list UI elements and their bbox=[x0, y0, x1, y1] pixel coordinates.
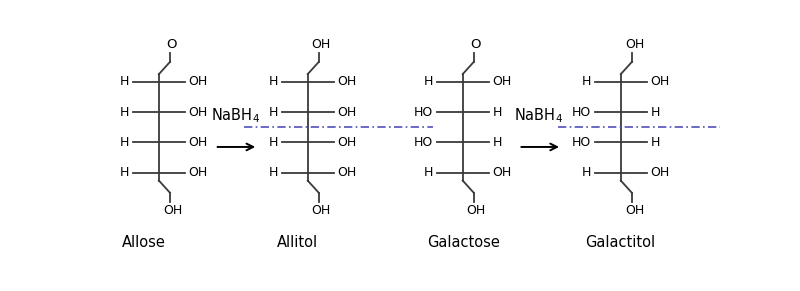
Text: NaBH$_4$: NaBH$_4$ bbox=[514, 106, 563, 125]
Text: O: O bbox=[166, 38, 177, 51]
Text: Galactose: Galactose bbox=[426, 235, 500, 250]
Text: H: H bbox=[582, 75, 591, 88]
Text: OH: OH bbox=[493, 166, 512, 179]
Text: H: H bbox=[120, 75, 129, 88]
Text: H: H bbox=[120, 166, 129, 179]
Text: HO: HO bbox=[414, 136, 433, 149]
Text: H: H bbox=[269, 166, 278, 179]
Text: H: H bbox=[650, 136, 660, 149]
Text: OH: OH bbox=[189, 75, 208, 88]
Text: OH: OH bbox=[312, 204, 331, 217]
Text: OH: OH bbox=[625, 204, 644, 217]
Text: OH: OH bbox=[312, 38, 331, 51]
Text: OH: OH bbox=[163, 204, 182, 217]
Text: Galactitol: Galactitol bbox=[586, 235, 655, 250]
Text: OH: OH bbox=[650, 75, 670, 88]
Text: H: H bbox=[120, 136, 129, 149]
Text: HO: HO bbox=[572, 136, 591, 149]
Text: OH: OH bbox=[466, 204, 486, 217]
Text: H: H bbox=[269, 106, 278, 119]
Text: OH: OH bbox=[493, 75, 512, 88]
Text: H: H bbox=[582, 166, 591, 179]
Text: H: H bbox=[269, 136, 278, 149]
Text: OH: OH bbox=[338, 106, 357, 119]
Text: H: H bbox=[650, 106, 660, 119]
Text: HO: HO bbox=[414, 106, 433, 119]
Text: OH: OH bbox=[625, 38, 644, 51]
Text: H: H bbox=[423, 166, 433, 179]
Text: HO: HO bbox=[572, 106, 591, 119]
Text: OH: OH bbox=[338, 136, 357, 149]
Text: H: H bbox=[269, 75, 278, 88]
Text: OH: OH bbox=[189, 166, 208, 179]
Text: OH: OH bbox=[338, 75, 357, 88]
Text: OH: OH bbox=[650, 166, 670, 179]
Text: H: H bbox=[120, 106, 129, 119]
Text: Allitol: Allitol bbox=[277, 235, 318, 250]
Text: NaBH$_4$: NaBH$_4$ bbox=[210, 106, 260, 125]
Text: H: H bbox=[423, 75, 433, 88]
Text: H: H bbox=[493, 136, 502, 149]
Text: H: H bbox=[493, 106, 502, 119]
Text: OH: OH bbox=[338, 166, 357, 179]
Text: OH: OH bbox=[189, 136, 208, 149]
Text: OH: OH bbox=[189, 106, 208, 119]
Text: Allose: Allose bbox=[122, 235, 166, 250]
Text: O: O bbox=[470, 38, 480, 51]
